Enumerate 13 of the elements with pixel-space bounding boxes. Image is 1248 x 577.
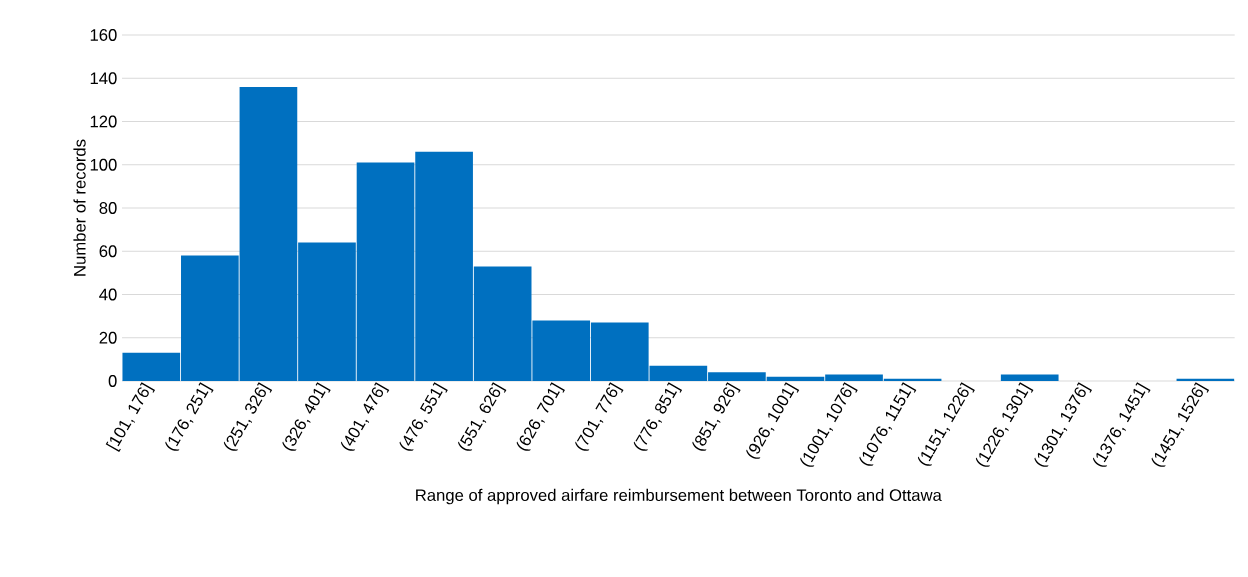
y-tick-label: 80 [99,202,117,214]
y-tick-label: 0 [108,375,117,387]
y-tick-label: 140 [90,72,117,85]
y-tick-label: 40 [99,288,117,301]
y-tick-label: 160 [90,29,117,41]
bar [1000,374,1059,381]
x-axis-title: Range of approved airfare reimbursement between Toronto and Ottawa [416,488,942,505]
y-tick-label: 60 [99,245,117,258]
y-tick-label: 20 [99,331,117,344]
bar [1176,378,1235,381]
y-tick-label: 100 [90,158,117,171]
y-axis-title: Number of records [73,139,86,276]
y-tick-label: 120 [90,115,117,128]
